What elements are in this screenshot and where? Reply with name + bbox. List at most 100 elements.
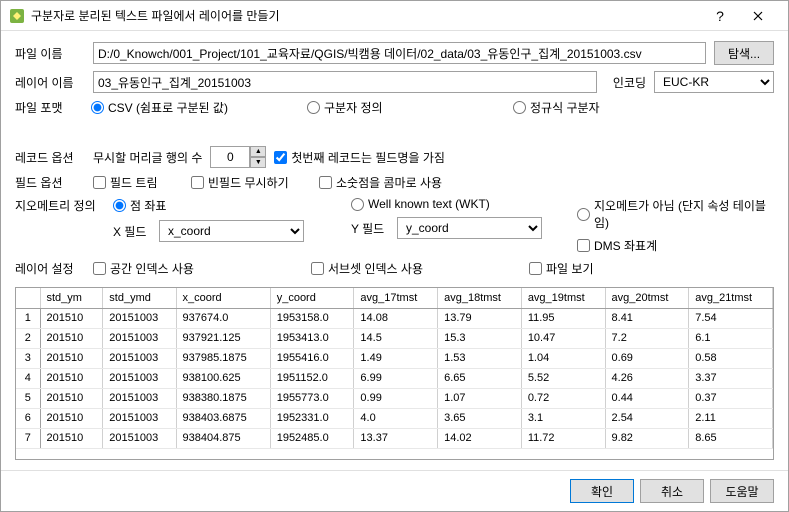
table-row-header: 2 xyxy=(16,328,40,348)
decimal-label: 소숫점을 콤마로 사용 xyxy=(336,174,442,191)
table-cell: 9.82 xyxy=(605,428,689,448)
table-cell: 3.37 xyxy=(689,368,773,388)
format-regex-label: 정규식 구분자 xyxy=(530,99,600,116)
table-cell: 20151003 xyxy=(103,348,176,368)
close-button[interactable] xyxy=(735,2,780,30)
format-row: 파일 포맷 CSV (쉼표로 구분된 값) 구분자 정의 정규식 구분자 xyxy=(15,99,774,116)
table-cell: 8.41 xyxy=(605,308,689,328)
table-cell: 938403.6875 xyxy=(176,408,270,428)
first-record-label: 첫번째 레코드는 필드명을 가짐 xyxy=(291,149,445,166)
file-row: 파일 이름 탐색... xyxy=(15,41,774,65)
table-column-header[interactable]: avg_17tmst xyxy=(354,288,438,308)
table-row[interactable]: 720151020151003938404.8751952485.013.371… xyxy=(16,428,773,448)
skip-header-label: 무시할 머리글 행의 수 xyxy=(93,149,202,166)
table-cell: 937985.1875 xyxy=(176,348,270,368)
encoding-select[interactable]: EUC-KR xyxy=(654,71,774,93)
x-field-select[interactable]: x_coord xyxy=(159,220,304,242)
dialog-footer: 확인 취소 도움말 xyxy=(1,470,788,511)
decimal-checkbox[interactable] xyxy=(319,176,332,189)
file-path-input[interactable] xyxy=(93,42,706,64)
table-column-header[interactable]: avg_21tmst xyxy=(689,288,773,308)
table-cell: 6.65 xyxy=(438,368,522,388)
table-row[interactable]: 420151020151003938100.6251951152.06.996.… xyxy=(16,368,773,388)
spatial-index-checkbox[interactable] xyxy=(93,262,106,275)
table-cell: 13.79 xyxy=(438,308,522,328)
subset-index-label: 서브셋 인덱스 사용 xyxy=(328,260,423,277)
format-csv-radio[interactable] xyxy=(91,101,104,114)
table-cell: 0.58 xyxy=(689,348,773,368)
x-field-label: X 필드 xyxy=(113,223,151,240)
table-cell: 10.47 xyxy=(521,328,605,348)
spinner-down-button[interactable]: ▼ xyxy=(250,157,266,168)
layer-settings-label: 레이어 설정 xyxy=(15,260,85,277)
watch-file-group: 파일 보기 xyxy=(529,260,594,277)
table-cell: 201510 xyxy=(40,308,103,328)
subset-index-checkbox[interactable] xyxy=(311,262,324,275)
geom-none-radio[interactable] xyxy=(577,208,590,221)
table-row[interactable]: 620151020151003938403.68751952331.04.03.… xyxy=(16,408,773,428)
geometry-radio-row1: 지오메트리 정의 점 좌표 xyxy=(15,197,345,214)
skip-empty-checkbox[interactable] xyxy=(191,176,204,189)
spinner-up-button[interactable]: ▲ xyxy=(250,146,266,157)
field-options-label: 필드 옵션 xyxy=(15,174,85,191)
table-row[interactable]: 220151020151003937921.1251953413.014.515… xyxy=(16,328,773,348)
cancel-button[interactable]: 취소 xyxy=(640,479,704,503)
table-cell: 1953413.0 xyxy=(270,328,354,348)
table-cell: 1951152.0 xyxy=(270,368,354,388)
geom-wkt-radio[interactable] xyxy=(351,198,364,211)
geometry-col3: 지오메트가 아님 (단지 속성 테이블임) DMS 좌표계 xyxy=(577,197,774,254)
geom-wkt-option: Well known text (WKT) xyxy=(351,197,571,211)
table-row-header: 7 xyxy=(16,428,40,448)
table-cell: 1952485.0 xyxy=(270,428,354,448)
help-button[interactable]: ? xyxy=(705,2,735,30)
table-cell: 1.49 xyxy=(354,348,438,368)
y-field-select[interactable]: y_coord xyxy=(397,217,542,239)
table-cell: 0.72 xyxy=(521,388,605,408)
watch-file-checkbox[interactable] xyxy=(529,262,542,275)
table-row[interactable]: 320151020151003937985.18751955416.01.491… xyxy=(16,348,773,368)
table-column-header[interactable]: avg_18tmst xyxy=(438,288,522,308)
spatial-index-label: 공간 인덱스 사용 xyxy=(110,260,194,277)
geometry-label: 지오메트리 정의 xyxy=(15,197,105,214)
table-cell: 1955416.0 xyxy=(270,348,354,368)
table-cell: 0.37 xyxy=(689,388,773,408)
table-column-header[interactable]: y_coord xyxy=(270,288,354,308)
ok-button[interactable]: 확인 xyxy=(570,479,634,503)
table-column-header[interactable]: x_coord xyxy=(176,288,270,308)
table-cell: 938380.1875 xyxy=(176,388,270,408)
table-header-row: std_ymstd_ymdx_coordy_coordavg_17tmstavg… xyxy=(16,288,773,308)
skip-header-input[interactable] xyxy=(210,146,250,168)
table-column-header[interactable]: std_ymd xyxy=(103,288,176,308)
table-row[interactable]: 120151020151003937674.01953158.014.0813.… xyxy=(16,308,773,328)
layer-row: 레이어 이름 인코딩 EUC-KR xyxy=(15,71,774,93)
browse-button[interactable]: 탐색... xyxy=(714,41,774,65)
table-column-header[interactable]: avg_20tmst xyxy=(605,288,689,308)
table-cell: 7.54 xyxy=(689,308,773,328)
layer-name-input[interactable] xyxy=(93,71,597,93)
help-button-footer[interactable]: 도움말 xyxy=(710,479,774,503)
table-corner xyxy=(16,288,40,308)
titlebar-buttons: ? xyxy=(705,2,780,30)
y-field-label: Y 필드 xyxy=(351,220,389,237)
titlebar: 구분자로 분리된 텍스트 파일에서 레이어를 만들기 ? xyxy=(1,1,788,31)
dms-checkbox[interactable] xyxy=(577,239,590,252)
skip-empty-group: 빈필드 무시하기 xyxy=(191,174,311,191)
format-custom-radio[interactable] xyxy=(307,101,320,114)
table-cell: 20151003 xyxy=(103,368,176,388)
geom-point-radio[interactable] xyxy=(113,199,126,212)
format-regex-radio[interactable] xyxy=(513,101,526,114)
table-row-header: 5 xyxy=(16,388,40,408)
first-record-checkbox[interactable] xyxy=(274,151,287,164)
table-row[interactable]: 520151020151003938380.18751955773.00.991… xyxy=(16,388,773,408)
table-cell: 14.08 xyxy=(354,308,438,328)
format-csv-option: CSV (쉼표로 구분된 값) xyxy=(91,99,301,116)
watch-file-label: 파일 보기 xyxy=(546,260,594,277)
table-column-header[interactable]: avg_19tmst xyxy=(521,288,605,308)
spacer xyxy=(15,122,774,140)
preview-table-wrap[interactable]: std_ymstd_ymdx_coordy_coordavg_17tmstavg… xyxy=(15,287,774,460)
trim-checkbox[interactable] xyxy=(93,176,106,189)
dialog-window: 구분자로 분리된 텍스트 파일에서 레이어를 만들기 ? 파일 이름 탐색...… xyxy=(0,0,789,512)
close-icon xyxy=(753,11,763,21)
geom-point-option: 점 좌표 xyxy=(113,197,166,214)
table-column-header[interactable]: std_ym xyxy=(40,288,103,308)
